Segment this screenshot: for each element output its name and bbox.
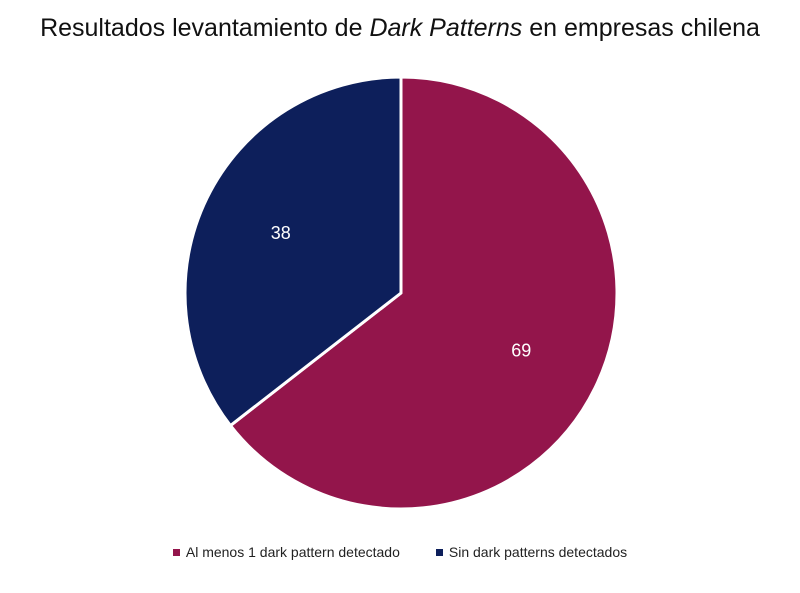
legend-swatch-not-detected [435, 548, 443, 556]
slice-detected [228, 75, 619, 511]
data-label-not-detected: 38 [271, 223, 291, 243]
legend-item-not-detected: Sin dark patterns detectados [435, 544, 628, 560]
chart-title: Resultados levantamiento de Dark Pattern… [0, 14, 800, 43]
legend-swatch-detected [172, 548, 180, 556]
legend-label-detected: Al menos 1 dark pattern detectado [185, 544, 400, 560]
slice-not-detected [183, 75, 403, 428]
chart-title-emphasis: Dark Patterns [369, 14, 523, 42]
legend-item-detected: Al menos 1 dark pattern detectado [172, 544, 400, 560]
chart-title-part-1: Resultados levantamiento de [40, 14, 370, 42]
data-label-detected: 69 [511, 341, 531, 361]
chart-title-part-2: en empresas chilena [522, 14, 760, 42]
legend: Al menos 1 dark pattern detectado Sin da… [0, 544, 800, 560]
legend-label-not-detected: Sin dark patterns detectados [448, 544, 628, 560]
